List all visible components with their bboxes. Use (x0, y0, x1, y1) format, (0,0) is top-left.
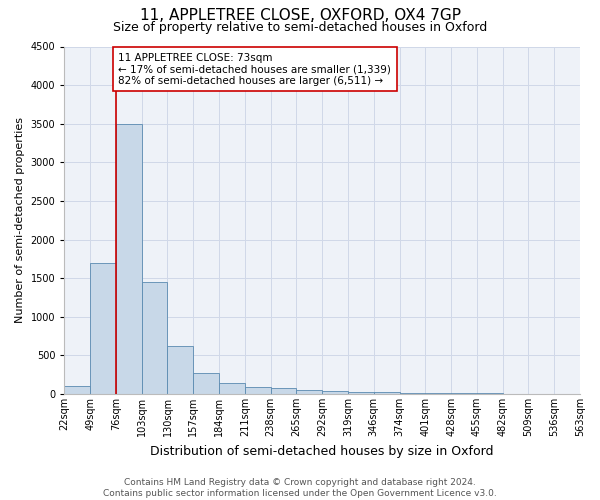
Bar (142, 282, 167, 394)
Bar (348, 392, 374, 394)
Bar (116, 124, 142, 394)
Bar (90, 262, 116, 394)
Bar (245, 387, 271, 394)
Bar (271, 388, 296, 394)
Bar (167, 346, 193, 394)
Text: 11, APPLETREE CLOSE, OXFORD, OX4 7GP: 11, APPLETREE CLOSE, OXFORD, OX4 7GP (139, 8, 461, 22)
Y-axis label: Number of semi-detached properties: Number of semi-detached properties (15, 118, 25, 324)
Bar (322, 391, 348, 394)
Text: Size of property relative to semi-detached houses in Oxford: Size of property relative to semi-detach… (113, 21, 487, 34)
Bar (296, 390, 322, 394)
Bar (64, 386, 90, 394)
Bar (193, 373, 219, 394)
X-axis label: Distribution of semi-detached houses by size in Oxford: Distribution of semi-detached houses by … (151, 444, 494, 458)
Bar (400, 393, 425, 394)
Text: Contains HM Land Registry data © Crown copyright and database right 2024.
Contai: Contains HM Land Registry data © Crown c… (103, 478, 497, 498)
Bar (219, 383, 245, 394)
Bar (425, 393, 451, 394)
Bar (451, 393, 477, 394)
Bar (374, 392, 400, 394)
Text: 11 APPLETREE CLOSE: 73sqm
← 17% of semi-detached houses are smaller (1,339)
82% : 11 APPLETREE CLOSE: 73sqm ← 17% of semi-… (118, 52, 391, 86)
